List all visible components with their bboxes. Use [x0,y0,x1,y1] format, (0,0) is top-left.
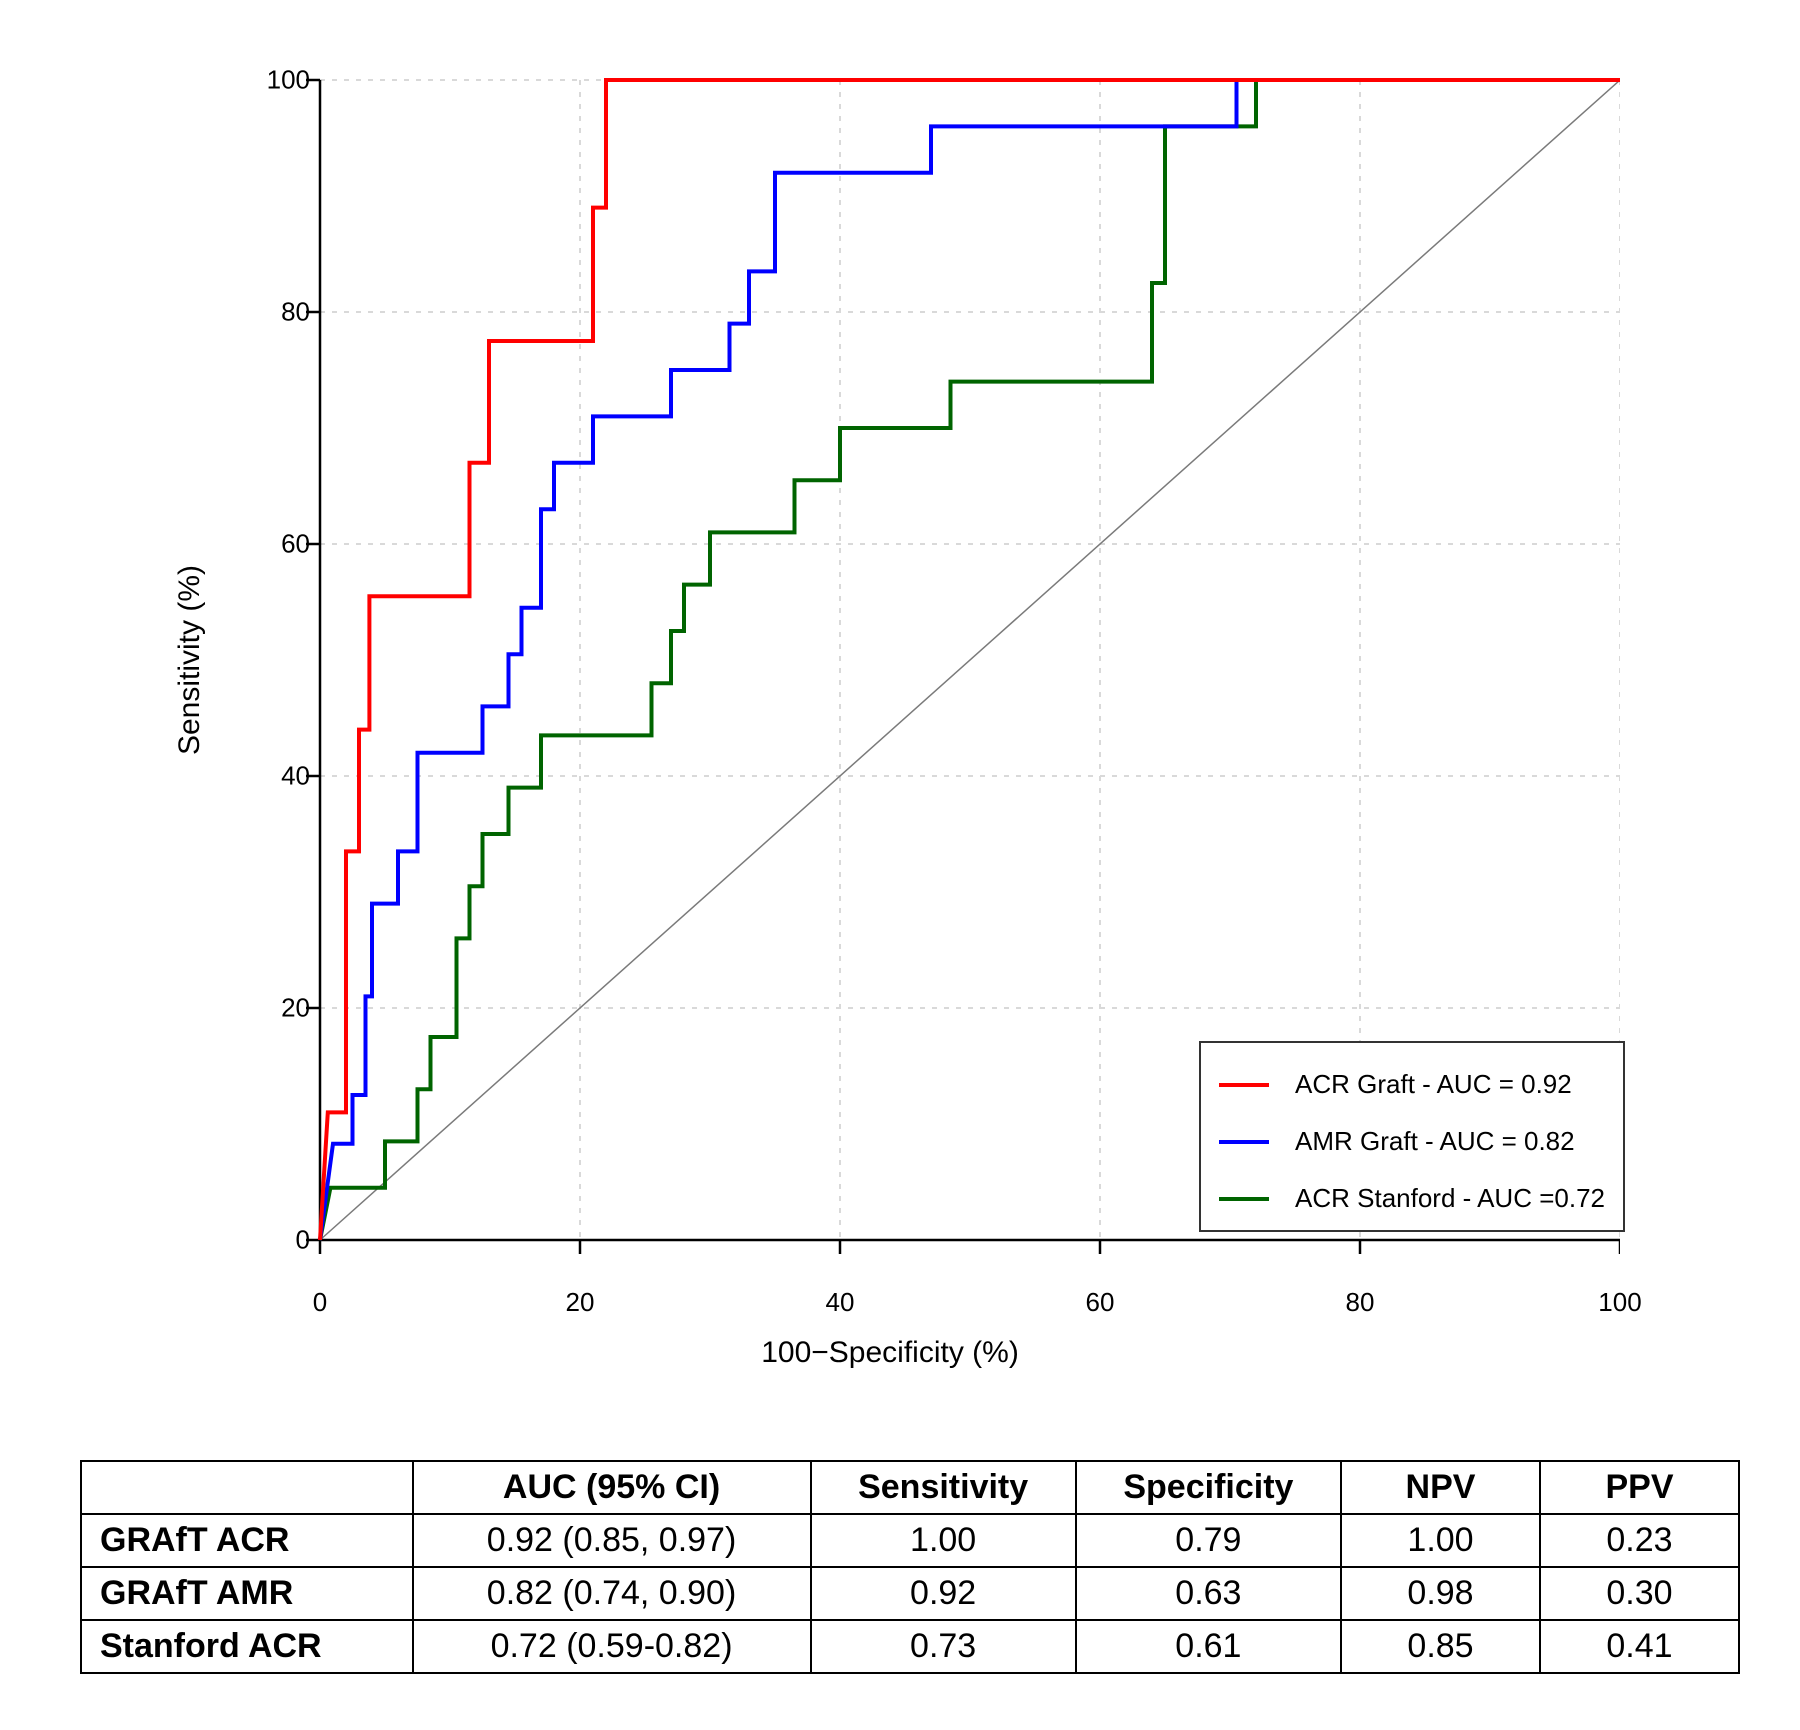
legend-item-acr-stanford: ACR Stanford - AUC =0.72 [1219,1183,1605,1214]
x-axis-label: 100−Specificity (%) [761,1336,1019,1370]
row-stanford-acr-auc: 0.72 (0.59-0.82) [413,1620,811,1673]
y-axis-label: Sensitivity (%) [173,565,207,755]
summary-table-element: AUC (95% CI) Sensitivity Specificity NPV… [80,1460,1740,1674]
row-graft-acr-npv: 1.00 [1341,1514,1540,1567]
xtick-40: 40 [826,1287,855,1318]
legend-item-amr-graft: AMR Graft - AUC = 0.82 [1219,1126,1605,1157]
legend-label-acr-stanford: ACR Stanford - AUC =0.72 [1295,1183,1605,1214]
page-root: 0 20 40 60 80 100 0 20 40 60 80 100 Sens… [0,0,1800,1730]
table-header-row: AUC (95% CI) Sensitivity Specificity NPV… [81,1461,1739,1514]
xtick-80: 80 [1346,1287,1375,1318]
row-graft-amr-name: GRAfT AMR [81,1567,413,1620]
row-graft-amr-spec: 0.63 [1076,1567,1341,1620]
row-stanford-acr-name: Stanford ACR [81,1620,413,1673]
ytick-20: 20 [250,993,310,1024]
col-ppv: PPV [1540,1461,1739,1514]
row-graft-amr-ppv: 0.30 [1540,1567,1739,1620]
row-stanford-acr-npv: 0.85 [1341,1620,1540,1673]
row-graft-acr-sens: 1.00 [811,1514,1076,1567]
legend-label-amr-graft: AMR Graft - AUC = 0.82 [1295,1126,1575,1157]
summary-table: AUC (95% CI) Sensitivity Specificity NPV… [80,1460,1740,1674]
legend-swatch-amr-graft [1219,1140,1269,1144]
chart-legend: ACR Graft - AUC = 0.92 AMR Graft - AUC =… [1199,1041,1625,1232]
ytick-0: 0 [250,1225,310,1256]
ytick-100: 100 [250,65,310,96]
legend-label-acr-graft: ACR Graft - AUC = 0.92 [1295,1069,1572,1100]
row-graft-acr-ppv: 0.23 [1540,1514,1739,1567]
row-graft-amr-npv: 0.98 [1341,1567,1540,1620]
row-graft-amr-auc: 0.82 (0.74, 0.90) [413,1567,811,1620]
row-graft-acr-auc: 0.92 (0.85, 0.97) [413,1514,811,1567]
row-graft-acr-spec: 0.79 [1076,1514,1341,1567]
col-sensitivity: Sensitivity [811,1461,1076,1514]
ytick-80: 80 [250,297,310,328]
ytick-40: 40 [250,761,310,792]
legend-swatch-acr-graft [1219,1083,1269,1087]
legend-item-acr-graft: ACR Graft - AUC = 0.92 [1219,1069,1605,1100]
xtick-0: 0 [313,1287,327,1318]
row-graft-acr-name: GRAfT ACR [81,1514,413,1567]
roc-chart: 0 20 40 60 80 100 0 20 40 60 80 100 Sens… [160,40,1620,1280]
col-npv: NPV [1341,1461,1540,1514]
row-stanford-acr-sens: 0.73 [811,1620,1076,1673]
ytick-60: 60 [250,529,310,560]
col-specificity: Specificity [1076,1461,1341,1514]
table-row: Stanford ACR 0.72 (0.59-0.82) 0.73 0.61 … [81,1620,1739,1673]
table-row: GRAfT AMR 0.82 (0.74, 0.90) 0.92 0.63 0.… [81,1567,1739,1620]
legend-swatch-acr-stanford [1219,1197,1269,1201]
xtick-20: 20 [566,1287,595,1318]
col-blank [81,1461,413,1514]
table-row: GRAfT ACR 0.92 (0.85, 0.97) 1.00 0.79 1.… [81,1514,1739,1567]
row-stanford-acr-ppv: 0.41 [1540,1620,1739,1673]
row-stanford-acr-spec: 0.61 [1076,1620,1341,1673]
row-graft-amr-sens: 0.92 [811,1567,1076,1620]
xtick-100: 100 [1598,1287,1641,1318]
col-auc: AUC (95% CI) [413,1461,811,1514]
xtick-60: 60 [1086,1287,1115,1318]
